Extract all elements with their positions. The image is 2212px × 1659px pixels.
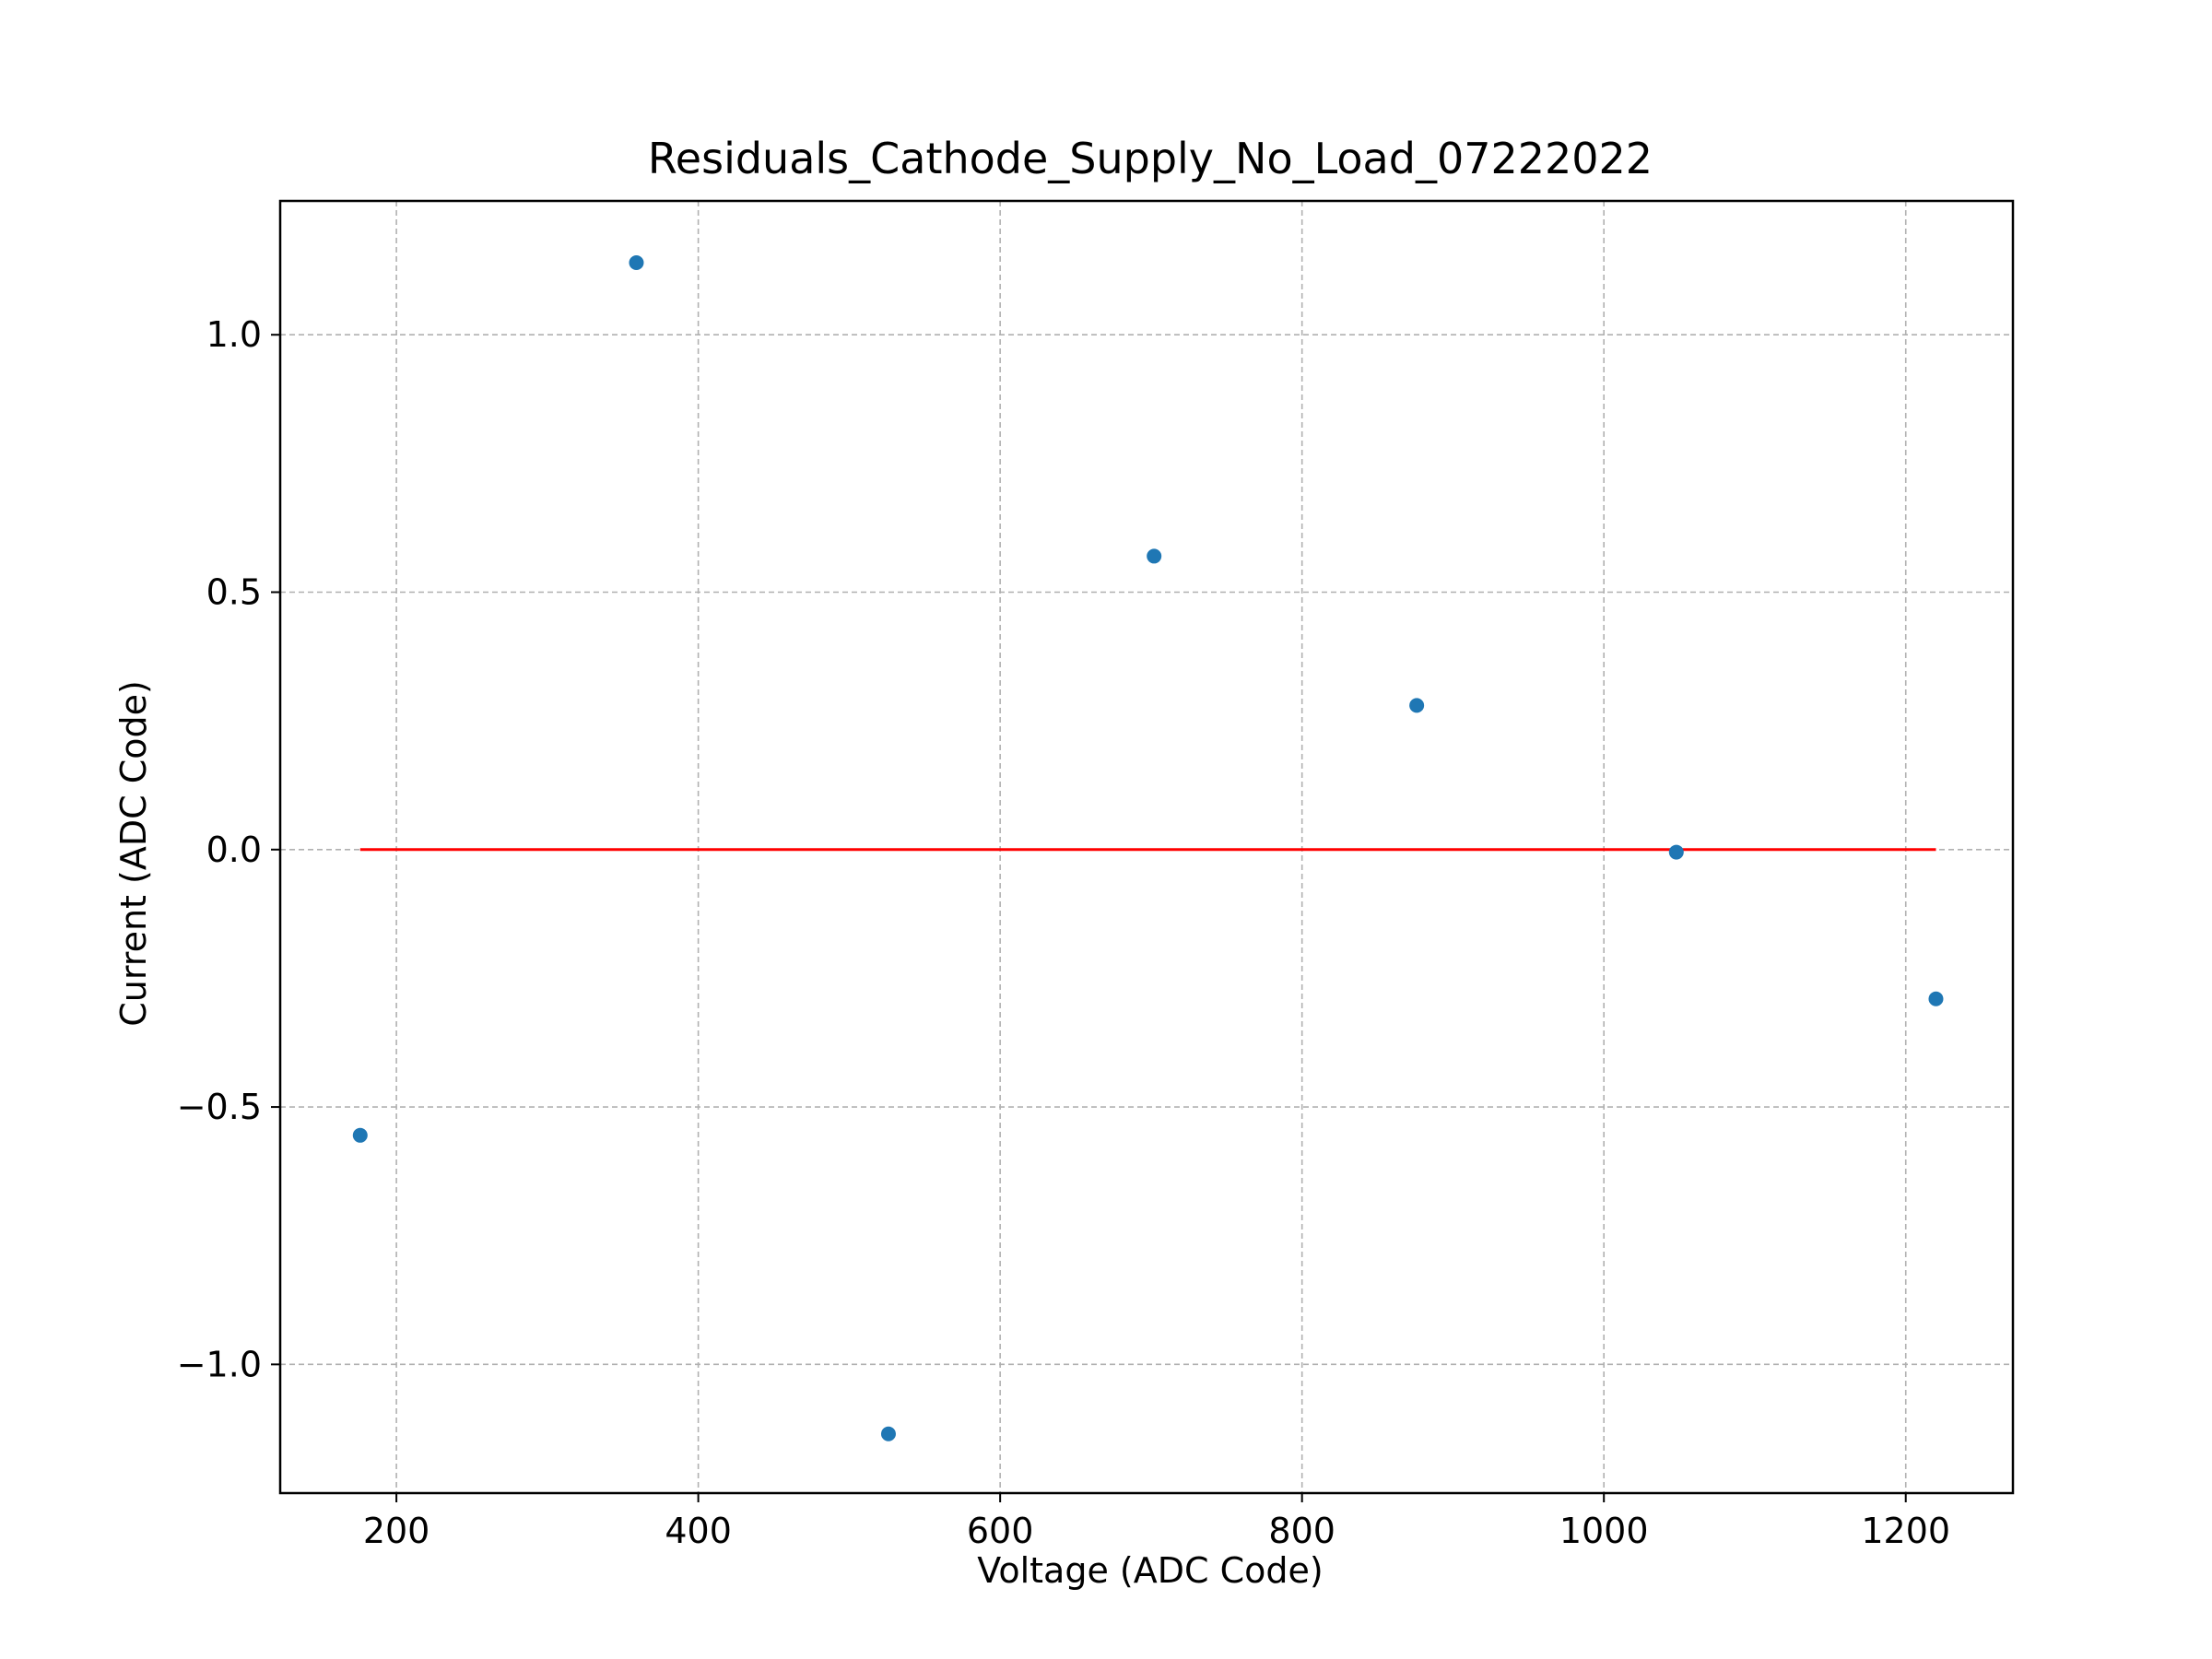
x-tick-label: 800	[1268, 1511, 1335, 1551]
plot-area-frame	[278, 199, 2015, 1495]
y-tick-label: 0.0	[206, 830, 262, 870]
y-tick-label: −0.5	[177, 1087, 262, 1127]
residual-point	[352, 1127, 368, 1143]
y-tick-label: 0.5	[206, 572, 262, 613]
data-series	[352, 255, 1944, 1441]
residual-point	[1928, 991, 1944, 1006]
axis-ticks: 200 400 600 800 1000 1200 −1.0 −0.5 0.0 0.5 1.0	[177, 314, 1950, 1551]
x-axis-label: Voltage (ADC Code)	[977, 1550, 1323, 1591]
y-axis-label: Current (ADC Code)	[113, 680, 154, 1027]
y-tick-label: 1.0	[206, 314, 262, 355]
residual-point	[880, 1426, 896, 1441]
x-tick-label: 1000	[1559, 1511, 1649, 1551]
residual-point	[1668, 844, 1684, 860]
residual-point	[629, 255, 644, 271]
x-tick-label: 200	[363, 1511, 430, 1551]
residual-point	[1409, 698, 1425, 713]
x-tick-label: 600	[967, 1511, 1034, 1551]
chart-title: Residuals_Cathode_Supply_No_Load_0722202…	[648, 134, 1653, 183]
x-tick-label: 400	[665, 1511, 732, 1551]
residual-point	[1147, 548, 1162, 564]
x-tick-label: 1200	[1861, 1511, 1950, 1551]
y-tick-label: −1.0	[177, 1344, 262, 1384]
